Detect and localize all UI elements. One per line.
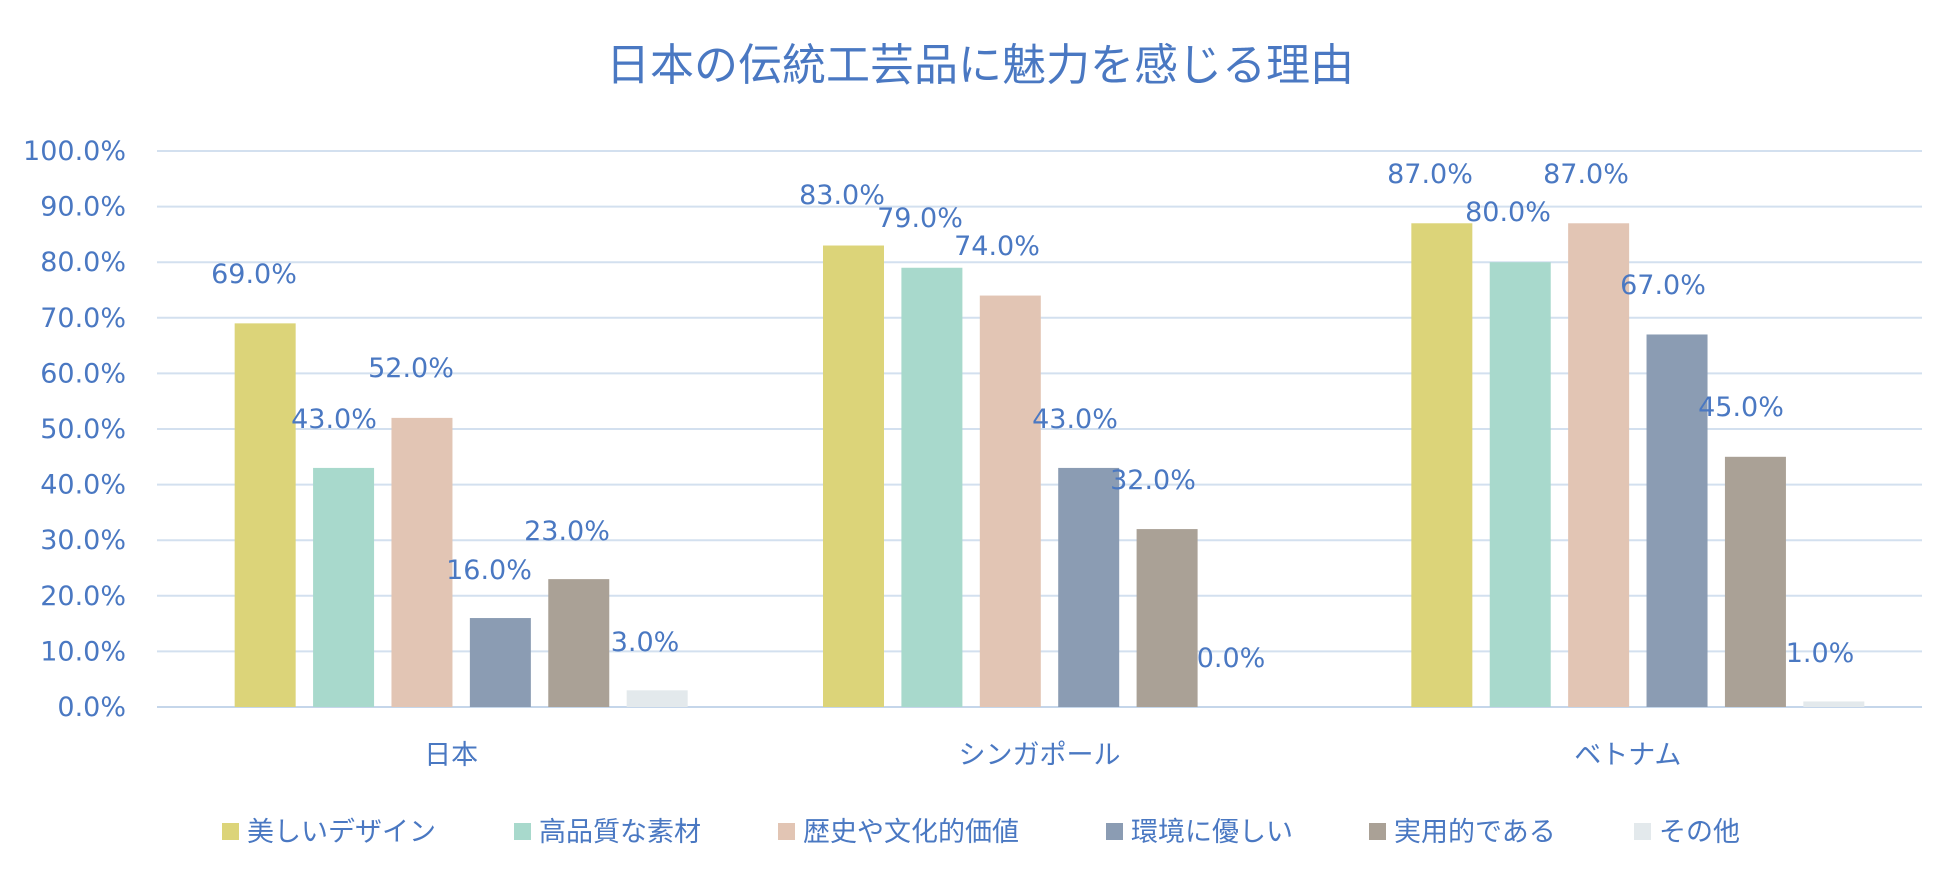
data-labels: 69.0% 43.0% 52.0% 16.0% 23.0% 3.0% 83.0%79.0%7… <box>211 159 1854 674</box>
bar <box>626 690 688 707</box>
bar <box>1489 262 1551 707</box>
y-tick-label: 30.0% <box>40 525 126 556</box>
data-label: 16.0% <box>446 555 532 586</box>
bar <box>1136 529 1198 707</box>
bar <box>234 323 296 707</box>
bar <box>1646 334 1708 707</box>
legend-label: その他 <box>1659 817 1740 848</box>
bar <box>1803 701 1865 707</box>
data-label: 0.0% <box>1197 643 1266 674</box>
bar <box>901 267 963 707</box>
data-label: 69.0% <box>211 259 297 290</box>
bar <box>469 618 531 707</box>
y-tick-label: 60.0% <box>40 358 126 389</box>
y-tick-label: 90.0% <box>40 192 126 223</box>
data-label: 43.0% <box>1032 404 1118 435</box>
y-axis-ticks: 0.0% 10.0% 20.0% 30.0% 40.0% 50.0% 60.0% 70.0% 8… <box>23 136 126 723</box>
y-tick-label: 70.0% <box>40 303 126 334</box>
legend-label: 実用的である <box>1394 817 1556 848</box>
legend-swatch <box>514 823 531 840</box>
x-category-label: 日本 <box>424 740 478 771</box>
y-tick-label: 10.0% <box>40 636 126 667</box>
data-label: 1.0% <box>1786 638 1855 669</box>
legend-swatch <box>1369 823 1386 840</box>
data-label: 43.0% <box>291 404 377 435</box>
data-label: 87.0% <box>1387 159 1473 190</box>
legend-swatch <box>1634 823 1651 840</box>
bar <box>1724 456 1786 707</box>
legend-label: 高品質な素材 <box>539 817 701 848</box>
data-label: 79.0% <box>877 203 963 234</box>
legend-swatch <box>222 823 239 840</box>
bar <box>1568 223 1630 707</box>
bar <box>1411 223 1473 707</box>
data-label: 87.0% <box>1543 159 1629 190</box>
data-label: 67.0% <box>1620 270 1706 301</box>
data-label: 52.0% <box>368 353 454 384</box>
chart-title: 日本の伝統工芸品に魅力を感じる理由 <box>606 40 1354 91</box>
legend-label: 歴史や文化的価値 <box>803 817 1019 848</box>
data-label: 74.0% <box>954 231 1040 262</box>
x-category-label: シンガポール <box>959 740 1121 771</box>
y-tick-label: 50.0% <box>40 414 126 445</box>
bar <box>313 467 375 707</box>
bar <box>979 295 1041 707</box>
legend-swatch <box>778 823 795 840</box>
bar <box>391 417 453 707</box>
y-tick-label: 40.0% <box>40 470 126 501</box>
y-tick-label: 0.0% <box>57 692 126 723</box>
data-label: 45.0% <box>1698 392 1784 423</box>
y-tick-label: 20.0% <box>40 581 126 612</box>
data-label: 3.0% <box>611 627 680 658</box>
data-label: 80.0% <box>1465 197 1551 228</box>
bars <box>234 223 1865 707</box>
legend: 美しいデザイン 高品質な素材 歴史や文化的価値 環境に優しい 実用的である その他 <box>222 817 1740 848</box>
y-tick-label: 100.0% <box>23 136 126 167</box>
x-category-label: ベトナム <box>1574 740 1681 771</box>
x-axis-categories: 日本 シンガポール ベトナム <box>424 740 1681 771</box>
legend-label: 美しいデザイン <box>247 817 436 848</box>
bar <box>1058 467 1120 707</box>
bar <box>823 245 884 707</box>
bar <box>548 579 610 707</box>
legend-label: 環境に優しい <box>1131 817 1293 848</box>
data-label: 83.0% <box>799 180 885 211</box>
legend-swatch <box>1106 823 1123 840</box>
data-label: 23.0% <box>524 516 610 547</box>
y-tick-label: 80.0% <box>40 247 126 278</box>
data-label: 32.0% <box>1110 465 1196 496</box>
